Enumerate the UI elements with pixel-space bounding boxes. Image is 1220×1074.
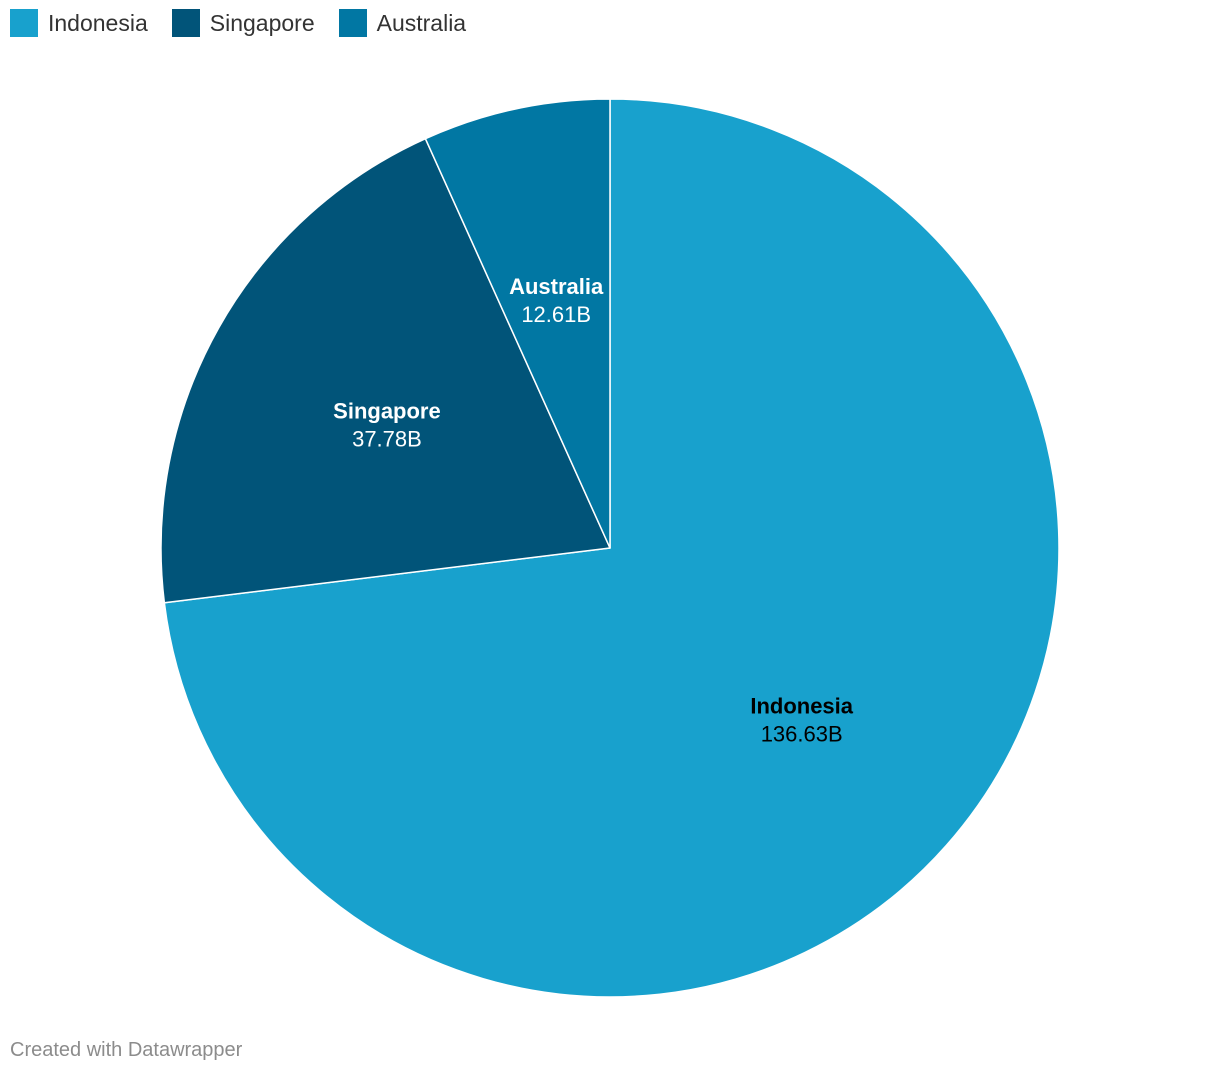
legend-label-australia: Australia [376, 10, 467, 36]
legend-item-indonesia: Indonesia [10, 9, 148, 37]
pie-slices [160, 98, 1060, 998]
legend-item-singapore: Singapore [171, 9, 315, 37]
pie-slice-indonesia [163, 98, 1060, 998]
pie-labels: Indonesia 136.63B Singapore 37.78B Australia… [333, 274, 854, 747]
pie-slice-australia [424, 98, 611, 549]
slice-value-australia: 12.61B [521, 302, 591, 327]
legend-swatch-australia [338, 9, 367, 37]
footer-credit: Created with Datawrapper [10, 1039, 243, 1061]
slice-label-singapore: Singapore [333, 399, 441, 424]
pie-slice-singapore [160, 137, 611, 604]
slice-label-indonesia: Indonesia [750, 694, 853, 719]
legend-label-indonesia: Indonesia [48, 10, 148, 36]
legend-swatch-indonesia [10, 9, 38, 37]
legend-label-singapore: Singapore [209, 10, 315, 36]
slice-label-australia: Australia [509, 274, 604, 299]
chart-legend: Indonesia Singapore Australia [10, 9, 466, 37]
slice-value-indonesia: 136.63B [761, 722, 843, 747]
legend-item-australia: Australia [338, 9, 467, 37]
slice-value-singapore: 37.78B [352, 427, 422, 452]
legend-swatch-singapore [171, 9, 200, 37]
